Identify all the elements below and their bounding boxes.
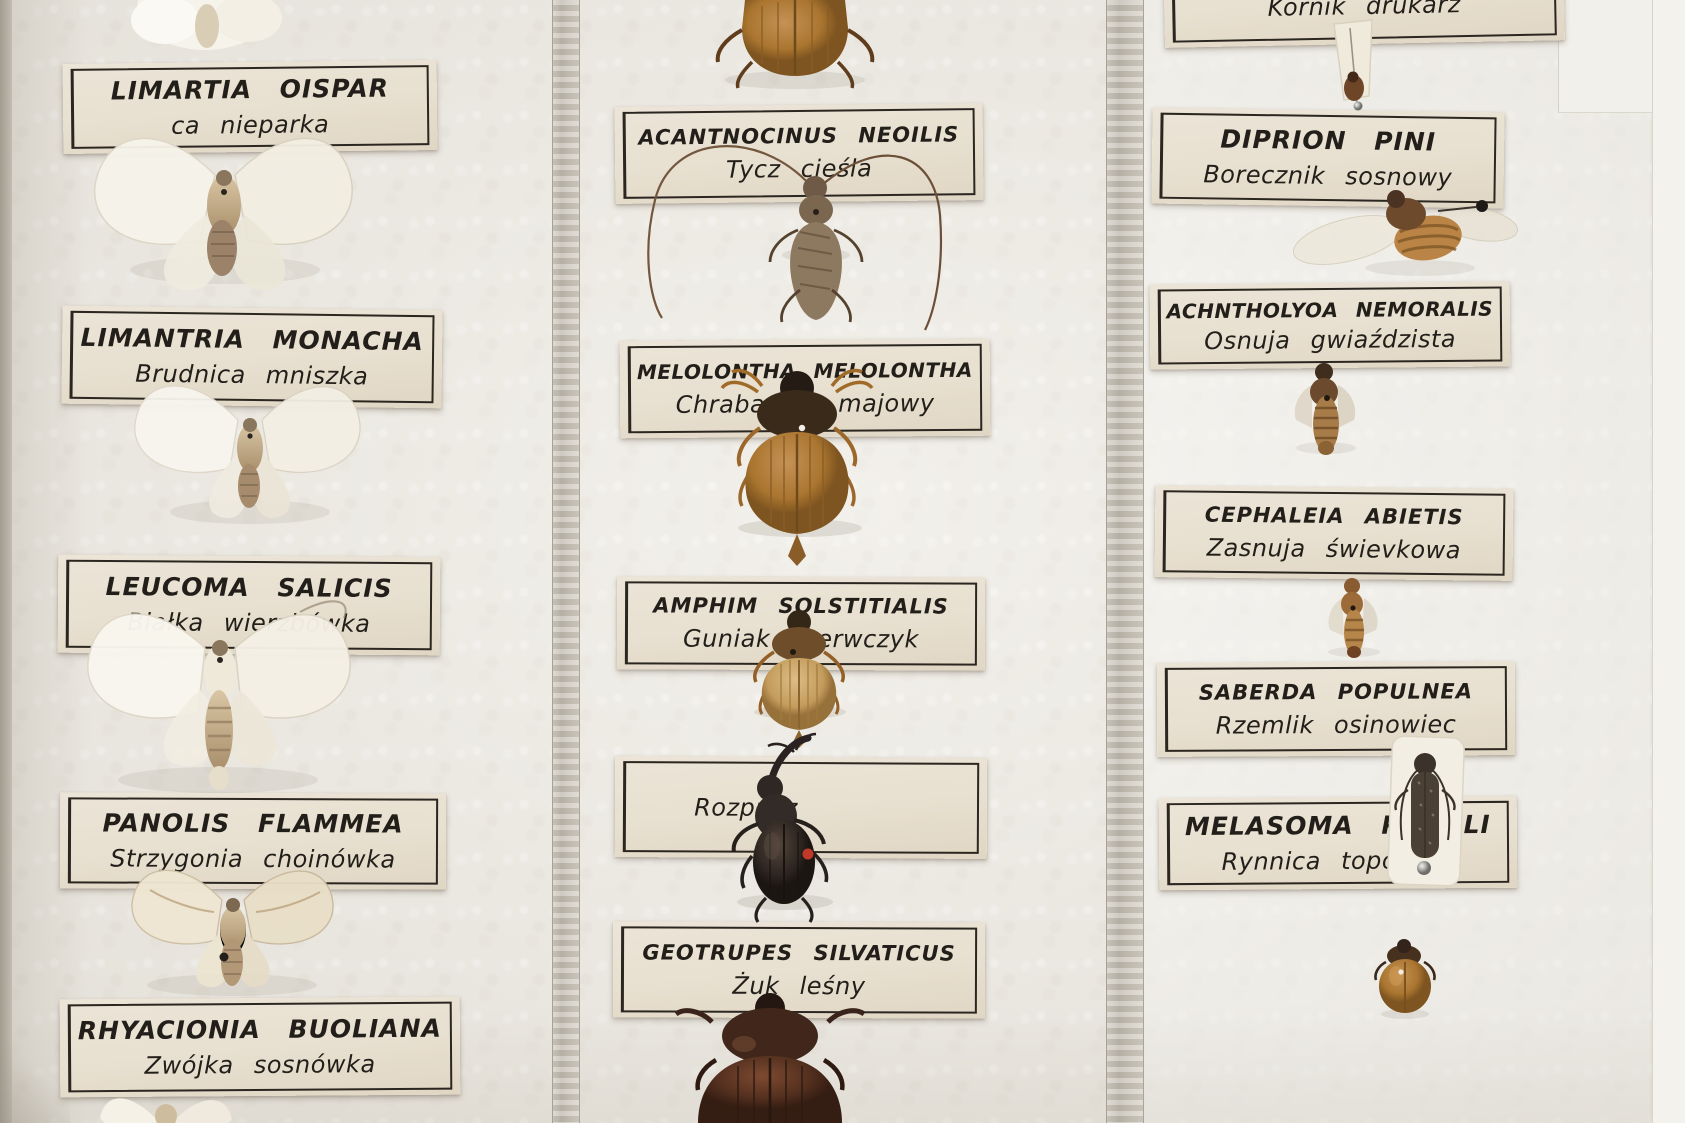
case-left-edge	[0, 0, 12, 1123]
common-name: Guniak czerwczyk	[682, 624, 919, 654]
label-card-rhyacionia-buoliana: RHYACIONIA BUOLIANA Zwójka sosnówka	[59, 996, 461, 1098]
latin-name: RHYACIONIA BUOLIANA	[77, 1013, 443, 1046]
common-name: Zasnuja świevkowa	[1206, 533, 1462, 564]
label-card-amphim: AMPHIM SOLSTITIALIS Guniak czerwczyk	[616, 576, 986, 671]
case-corner-bottom-left	[0, 1040, 70, 1123]
common-name: Strzygonia choinówka	[110, 844, 396, 874]
common-name: Żuk leśny	[732, 971, 866, 1000]
latin-name: CEPHALEIA ABIETIS	[1204, 502, 1464, 529]
common-name: Brudnica mniszka	[135, 359, 369, 391]
label-card-kornik-drukarz: Kornik drukarz	[1163, 0, 1565, 48]
case-right-edge	[1652, 0, 1685, 1123]
label-card-saberda: SABERDA POPULNEA Rzemlik osinowiec	[1156, 661, 1516, 757]
foam-seam-right	[1106, 0, 1144, 1123]
latin-name: GEOTRUPES SILVATICUS	[642, 939, 956, 966]
latin-name: LEUCOMA SALICIS	[105, 571, 393, 604]
latin-name: MELASOMA POPULI	[1184, 809, 1491, 842]
label-card-limartia-oispar: LIMARTIA OISPAR ca nieparka	[62, 60, 438, 154]
foam-seam-left	[552, 0, 580, 1123]
latin-name: SABERDA POPULNEA	[1198, 678, 1474, 705]
common-name: Zwójka sosnówka	[144, 1050, 376, 1080]
common-name: Rzemlik osinowiec	[1215, 709, 1457, 740]
common-name: Borecznik sosnowy	[1203, 160, 1453, 192]
latin-name: ACANTNOCINUS NEOILIS	[638, 122, 960, 150]
latin-name: LIMANTRIA MONACHA	[80, 322, 425, 357]
common-name: Tycz cieśla	[725, 154, 873, 184]
label-card-rozpucz: Rozpucz	[614, 756, 988, 859]
latin-name: AMPHIM SOLSTITIALIS	[653, 593, 949, 619]
common-name: Chrabąszcz majowy	[675, 389, 935, 419]
label-card-acantnocinus: ACANTNOCINUS NEOILIS Tycz cieśla	[614, 103, 984, 204]
latin-name: DIPRION PINI	[1220, 124, 1437, 157]
label-card-cephaleia: CEPHALEIA ABIETIS Zasnuja świevkowa	[1154, 485, 1514, 581]
label-card-leucoma-salicis: LEUCOMA SALICIS Białka wierzbówka	[57, 554, 441, 656]
label-card-melolontha: MELOLONTHA MELOLONTHA Chrabąszcz majowy	[619, 338, 991, 439]
label-card-geotrupes: GEOTRUPES SILVATICUS Żuk leśny	[612, 921, 986, 1019]
common-name: Kornik drukarz	[1267, 0, 1462, 22]
latin-name: PANOLIS FLAMMEA	[102, 808, 404, 839]
label-card-achntholyoa: ACHNTHOLYOA NEMORALIS Osnuja gwiaździsta	[1149, 281, 1511, 370]
latin-name: ACHNTHOLYOA NEMORALIS	[1166, 296, 1494, 323]
label-card-panolis-flammea: PANOLIS FLAMMEA Strzygonia choinówka	[59, 792, 447, 890]
common-name: Rozpucz	[694, 792, 798, 822]
common-name: Rynnica topolowa	[1221, 846, 1455, 876]
label-card-limantria-monacha: LIMANTRIA MONACHA Brudnica mniszka	[61, 305, 443, 409]
common-name: Białka wierzbówka	[127, 608, 371, 638]
latin-name: MELOLONTHA MELOLONTHA	[636, 357, 973, 385]
label-card-melasoma: MELASOMA POPULI Rynnica topolowa	[1158, 795, 1518, 891]
common-name: Osnuja gwiaździsta	[1204, 324, 1457, 355]
label-card-diprion-pini: DIPRION PINI Borecznik sosnowy	[1151, 107, 1505, 209]
latin-name: LIMARTIA OISPAR	[110, 73, 390, 106]
common-name: ca nieparka	[170, 110, 330, 140]
label-frame	[622, 761, 980, 854]
